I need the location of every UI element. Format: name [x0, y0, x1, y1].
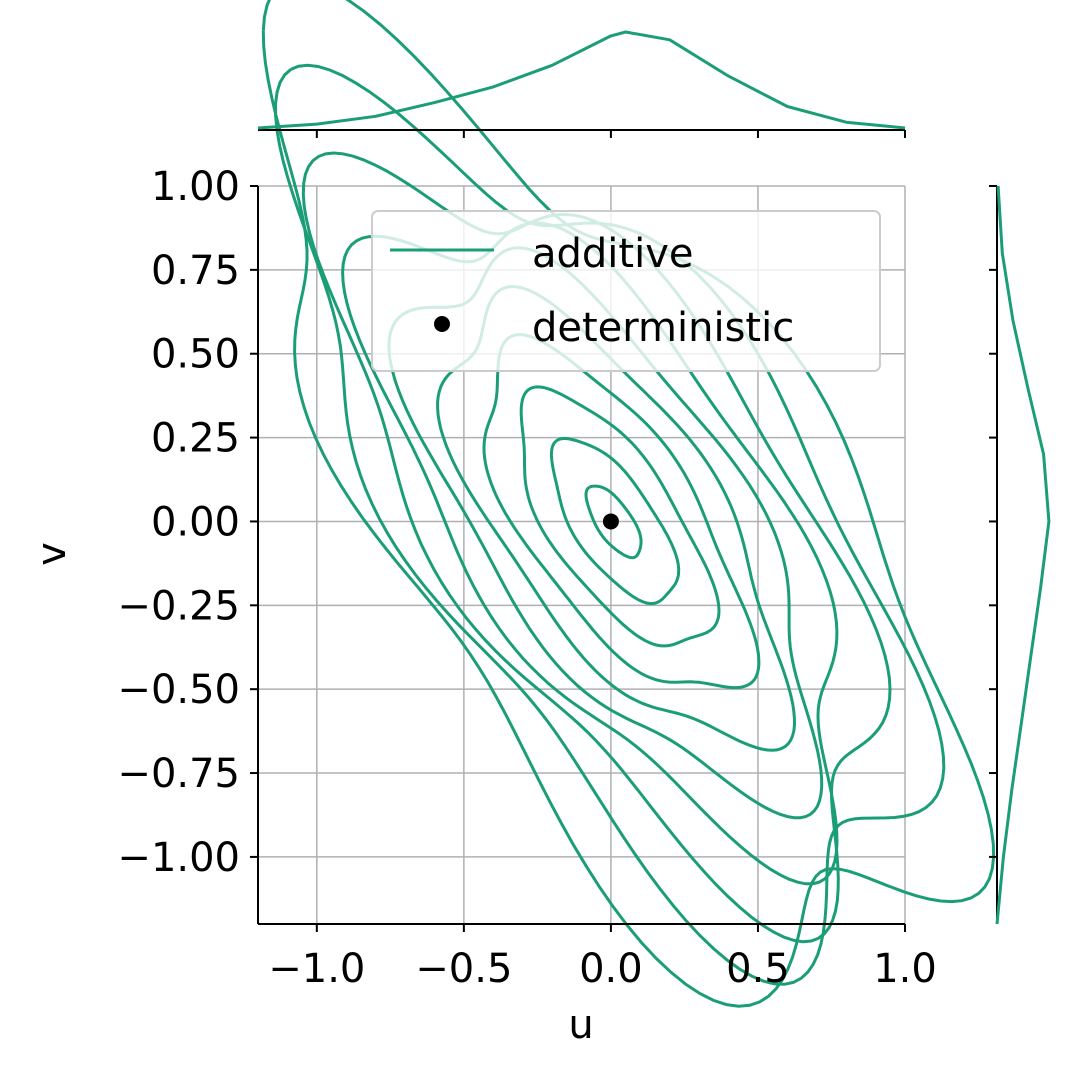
y-tick-label-1: 0.75 [151, 248, 240, 294]
deterministic-point-0 [602, 513, 619, 530]
legend-label-deterministic: deterministic [532, 305, 794, 351]
kde-contours [261, 0, 996, 1008]
y-tick-labels: 1.00 0.75 0.50 0.25 0.00 −0.25 −0.50 −0.75 −1.00 [117, 164, 240, 881]
x-tick-label-4: 1.0 [873, 946, 937, 992]
y-tick-label-3: 0.25 [151, 416, 240, 462]
marginal-x-panel [257, 30, 906, 138]
legend-point-swatch [434, 316, 450, 332]
marginal-y-panel [989, 185, 1051, 925]
x-tick-label-0: −1.0 [268, 946, 365, 992]
contour-level-0 [584, 484, 643, 560]
legend-frame [371, 210, 881, 372]
y-tick-label-6: −0.50 [117, 667, 240, 713]
contour-level-3 [482, 333, 761, 690]
y-tick-label-5: −0.25 [117, 583, 240, 629]
legend-label-additive: additive [532, 231, 693, 277]
x-tick-label-1: −0.5 [415, 946, 512, 992]
marginal-x-curve [257, 30, 906, 130]
x-tick-labels: −1.0 −0.5 0.0 0.5 1.0 [268, 946, 937, 992]
axes-spines [257, 186, 905, 925]
y-axis-label: v [29, 542, 75, 566]
y-tick-label-2: 0.50 [151, 332, 240, 378]
contour-level-1 [549, 437, 681, 606]
y-tick-label-8: −1.00 [117, 835, 240, 881]
y-tick-label-7: −0.75 [117, 751, 240, 797]
deterministic-points [602, 513, 619, 530]
marginal-y-curve [995, 185, 1051, 925]
contour-level-2 [519, 385, 721, 648]
y-tick-label-0: 1.00 [151, 164, 240, 210]
legend: additive deterministic [371, 210, 881, 372]
x-axis-label: u [568, 1002, 593, 1048]
y-tick-label-4: 0.00 [151, 499, 240, 545]
x-tick-label-2: 0.0 [579, 946, 643, 992]
x-tick-label-3: 0.5 [726, 946, 790, 992]
axes-ticks [250, 185, 906, 932]
